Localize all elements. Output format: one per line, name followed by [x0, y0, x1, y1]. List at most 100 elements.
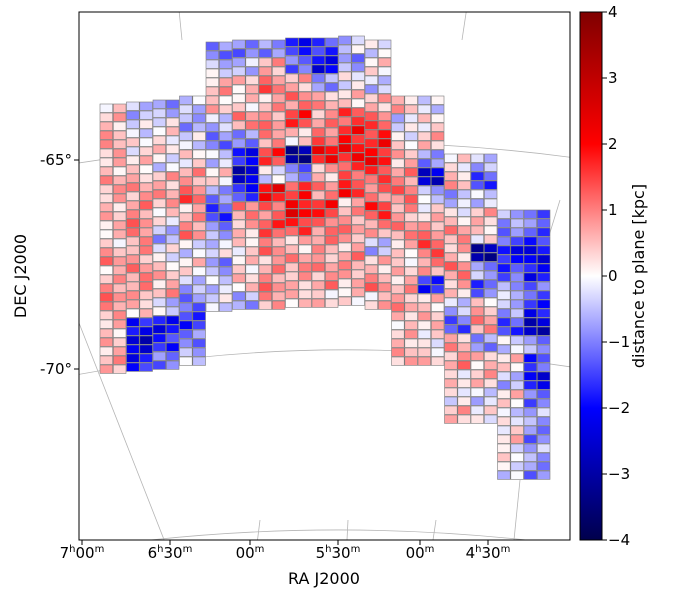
tile-cell	[417, 311, 431, 321]
tile-cell	[126, 110, 140, 120]
tile-mosaic	[99, 35, 551, 480]
tile-cell	[232, 282, 246, 292]
tile-cell	[497, 344, 511, 354]
tile-cell	[483, 207, 498, 217]
tile-cell	[351, 98, 365, 108]
tile-cell	[523, 371, 537, 381]
tile-cell	[457, 189, 471, 199]
tile-cell	[470, 207, 484, 217]
tile-cell	[113, 238, 127, 248]
tile-cell	[391, 320, 405, 330]
tile-cell	[245, 138, 259, 148]
tile-cell	[311, 118, 325, 128]
tile-cell	[483, 198, 498, 208]
tile-cell	[510, 236, 524, 246]
tile-cell	[470, 306, 484, 316]
tile-cell	[483, 153, 498, 163]
tile-cell	[219, 239, 233, 249]
tile-cell	[271, 102, 286, 112]
tile-cell	[536, 389, 551, 399]
tile-cell	[179, 248, 193, 258]
tile-cell	[391, 194, 405, 204]
tile-cell	[192, 95, 206, 105]
tile-cell	[232, 129, 246, 139]
tile-cell	[377, 264, 392, 274]
tile-cell	[417, 122, 431, 132]
tile-cell	[430, 203, 445, 213]
tile-cell	[364, 228, 378, 238]
tile-cell	[126, 137, 140, 147]
tile-cell	[113, 211, 127, 221]
tile-cell	[192, 167, 206, 177]
tile-cell	[536, 326, 551, 336]
tile-cell	[510, 344, 524, 354]
tile-cell	[99, 292, 113, 302]
tile-cell	[258, 300, 272, 310]
tile-cell	[179, 356, 193, 366]
tile-cell	[311, 172, 325, 182]
tile-cell	[523, 290, 537, 300]
tile-cell	[232, 165, 246, 175]
tile-cell	[205, 113, 219, 123]
tile-cell	[444, 162, 458, 172]
tile-cell	[510, 209, 524, 219]
tile-cell	[536, 452, 551, 462]
tile-cell	[192, 140, 206, 150]
tile-cell	[377, 273, 392, 283]
tile-cell	[417, 212, 431, 222]
tile-cell	[166, 315, 180, 325]
tile-cell	[205, 248, 219, 258]
tile-cell	[258, 129, 272, 139]
tile-cell	[338, 215, 352, 225]
tile-cell	[391, 347, 405, 357]
tile-cell	[391, 284, 405, 294]
tile-cell	[205, 239, 219, 249]
tile-cell	[113, 256, 127, 266]
tile-cell	[205, 275, 219, 285]
tile-cell	[377, 93, 392, 103]
tile-cell	[126, 326, 140, 336]
tile-cell	[377, 219, 392, 229]
colorbar-tick-label: −2	[608, 399, 630, 417]
tile-cell	[536, 263, 551, 273]
tile-cell	[179, 275, 193, 285]
tile-cell	[338, 53, 352, 63]
tile-cell	[311, 37, 325, 47]
tile-cell	[324, 235, 339, 245]
tile-cell	[285, 217, 299, 227]
tile-cell	[523, 236, 537, 246]
tile-cell	[377, 39, 392, 49]
tile-cell	[523, 272, 537, 282]
tile-cell	[444, 234, 458, 244]
tile-cell	[430, 167, 445, 177]
tile-cell	[179, 302, 193, 312]
tile-cell	[179, 104, 193, 114]
tile-cell	[126, 362, 140, 372]
tile-cell	[351, 287, 365, 297]
tile-cell	[298, 163, 312, 173]
tile-cell	[192, 158, 206, 168]
tile-cell	[166, 153, 180, 163]
tile-cell	[364, 201, 378, 211]
tile-cell	[377, 201, 392, 211]
tile-cell	[536, 470, 551, 480]
tile-cell	[99, 193, 113, 203]
tile-cell	[417, 113, 431, 123]
tile-cell	[99, 202, 113, 212]
tile-cell	[470, 279, 484, 289]
tile-cell	[152, 333, 166, 343]
tile-cell	[417, 131, 431, 141]
y-tick-label: -65°	[40, 151, 72, 169]
tile-cell	[324, 109, 339, 119]
tile-cell	[285, 280, 299, 290]
tile-cell	[311, 208, 325, 218]
tile-cell	[245, 282, 259, 292]
tile-cell	[166, 207, 180, 217]
tile-cell	[139, 290, 153, 300]
tile-cell	[152, 279, 166, 289]
tile-cell	[444, 171, 458, 181]
tile-cell	[536, 443, 551, 453]
tile-cell	[483, 351, 498, 361]
tile-cell	[324, 217, 339, 227]
tile-cell	[510, 452, 524, 462]
